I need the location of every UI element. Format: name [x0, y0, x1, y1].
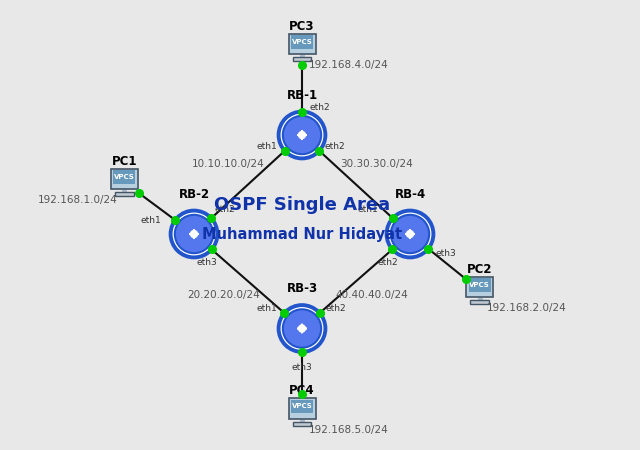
Text: eth2: eth2 [324, 142, 346, 151]
FancyBboxPatch shape [468, 278, 491, 292]
Circle shape [278, 305, 325, 352]
Text: 20.20.20.0/24: 20.20.20.0/24 [187, 290, 260, 300]
Text: eth2: eth2 [214, 205, 235, 214]
FancyBboxPatch shape [291, 400, 313, 413]
Text: RB-3: RB-3 [287, 282, 317, 295]
Text: PC4: PC4 [289, 384, 315, 397]
Text: 192.168.2.0/24: 192.168.2.0/24 [486, 303, 566, 313]
Text: eth3: eth3 [292, 363, 312, 372]
Circle shape [283, 116, 321, 154]
Circle shape [387, 211, 433, 257]
Text: eth3: eth3 [436, 249, 456, 258]
Text: 30.30.30.0/24: 30.30.30.0/24 [340, 159, 413, 169]
FancyBboxPatch shape [289, 398, 316, 418]
FancyBboxPatch shape [113, 170, 135, 184]
FancyBboxPatch shape [111, 169, 138, 189]
Text: Muhammad Nur Hidayat: Muhammad Nur Hidayat [202, 226, 402, 242]
Text: VPCS: VPCS [292, 39, 312, 45]
Circle shape [391, 215, 429, 253]
Circle shape [175, 215, 213, 253]
Text: eth2: eth2 [310, 103, 330, 112]
Text: eth3: eth3 [196, 258, 218, 267]
Text: eth1: eth1 [256, 304, 276, 313]
Text: 192.168.4.0/24: 192.168.4.0/24 [308, 60, 388, 70]
Text: 10.10.10.0/24: 10.10.10.0/24 [191, 159, 264, 169]
Text: RB-2: RB-2 [179, 188, 209, 201]
FancyBboxPatch shape [291, 35, 313, 49]
Text: PC3: PC3 [289, 20, 315, 33]
FancyBboxPatch shape [289, 34, 316, 54]
FancyBboxPatch shape [115, 193, 134, 196]
FancyBboxPatch shape [470, 301, 489, 304]
Text: eth1: eth1 [358, 205, 378, 214]
Text: VPCS: VPCS [469, 282, 490, 288]
Text: RB-1: RB-1 [287, 89, 317, 102]
Text: RB-4: RB-4 [394, 188, 426, 201]
Circle shape [278, 112, 325, 158]
Text: PC2: PC2 [467, 263, 493, 275]
Text: OSPF Single Area: OSPF Single Area [214, 196, 390, 214]
FancyBboxPatch shape [467, 277, 493, 297]
FancyBboxPatch shape [292, 57, 312, 61]
Text: VPCS: VPCS [292, 403, 312, 410]
Text: 192.168.1.0/24: 192.168.1.0/24 [38, 195, 118, 205]
Text: eth2: eth2 [325, 304, 346, 313]
Circle shape [171, 211, 218, 257]
Text: eth1: eth1 [257, 142, 277, 151]
Text: eth1: eth1 [140, 216, 161, 225]
Text: 192.168.5.0/24: 192.168.5.0/24 [308, 425, 388, 435]
Text: VPCS: VPCS [114, 174, 134, 180]
Text: 40.40.40.0/24: 40.40.40.0/24 [335, 290, 408, 300]
Text: eth2: eth2 [378, 258, 398, 267]
FancyBboxPatch shape [292, 422, 312, 426]
Text: PC1: PC1 [111, 155, 137, 168]
Circle shape [283, 309, 321, 348]
